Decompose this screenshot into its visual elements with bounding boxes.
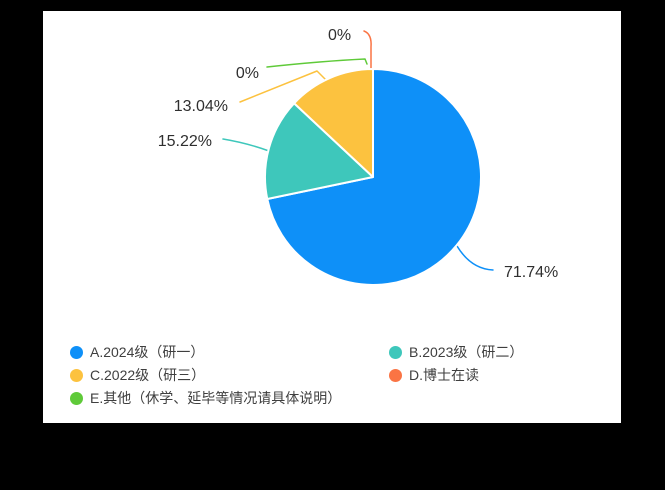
leader-line-a [456, 245, 494, 271]
legend-dot-a-icon [70, 345, 83, 359]
leader-lines [222, 30, 494, 271]
pie-slices [264, 68, 482, 286]
pct-label-e: 0% [235, 65, 259, 82]
leader-line-b [222, 138, 270, 152]
legend-label-d: D.博士在读 [409, 367, 479, 383]
legend-item-c[interactable]: C.2022级（研三） [70, 367, 389, 383]
legend-dot-b-icon [389, 345, 402, 359]
leader-line-e [266, 58, 368, 68]
legend-label-c: C.2022级（研三） [90, 367, 206, 383]
legend-label-a: A.2024级（研一） [90, 344, 205, 360]
pie-slice-a[interactable] [266, 68, 482, 286]
legend-dot-c-icon [70, 368, 83, 382]
legend-item-d[interactable]: D.博士在读 [389, 367, 615, 383]
legend-dot-d-icon [389, 368, 402, 382]
pie-slice-b[interactable] [264, 102, 374, 200]
legend-label-e: E.其他（休学、延毕等情况请具体说明） [90, 390, 342, 406]
legend-item-a[interactable]: A.2024级（研一） [70, 344, 389, 360]
legend: A.2024级（研一） B.2023级（研二） C.2022级（研三） D.博士… [70, 344, 615, 406]
leader-line-c [239, 70, 329, 103]
legend-label-b: B.2023级（研二） [409, 344, 524, 360]
leader-line-d [363, 30, 372, 69]
legend-item-b[interactable]: B.2023级（研二） [389, 344, 615, 360]
pie-chart-svg [222, 30, 494, 286]
legend-item-e[interactable]: E.其他（休学、延毕等情况请具体说明） [70, 390, 389, 406]
legend-dot-e-icon [70, 391, 83, 405]
chart-card: 71.74% 15.22% 13.04% 0% 0% A.2024级（研一） B… [43, 11, 621, 423]
pct-label-b: 15.22% [157, 133, 212, 150]
pct-label-c: 13.04% [173, 98, 228, 115]
pct-label-a: 71.74% [504, 264, 559, 281]
pie-slice-c[interactable] [293, 68, 374, 178]
pct-label-d: 0% [327, 27, 352, 44]
